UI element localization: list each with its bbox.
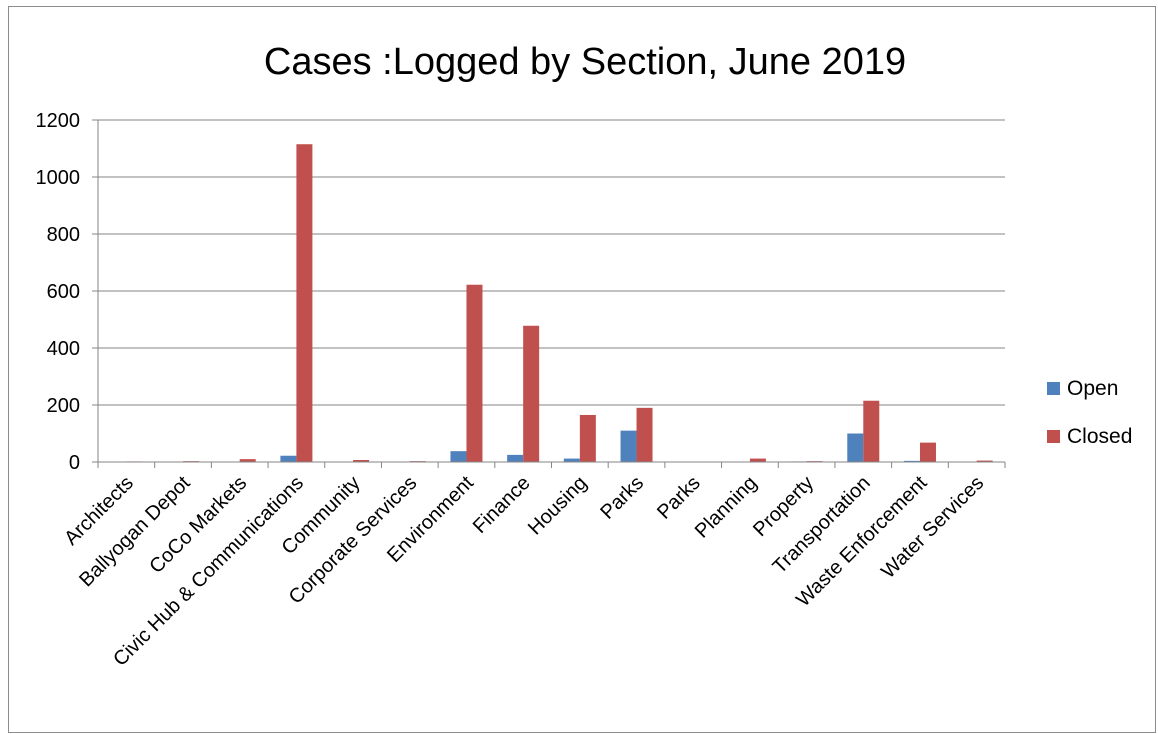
bar-open [620,430,637,462]
bar-closed [919,442,936,462]
y-tick-label: 0 [69,452,80,474]
chart-frame [8,6,1156,733]
bar-open [847,433,864,462]
bar-open [563,458,580,462]
legend-swatch-closed [1047,430,1060,443]
bar-open [507,454,524,462]
gridlines [98,119,1005,406]
y-axis-ticks: 0 200 400 600 800 1000 1200 [36,110,98,474]
x-tick-label: Parks [653,472,705,524]
x-tick-label: Finance [469,472,535,538]
bar-closed [636,407,653,462]
bar-open [903,460,920,462]
bar-closed [863,400,880,462]
x-tick-label: Housing [524,472,591,539]
x-tick-label: Planning [691,472,762,543]
legend: Open Closed [1047,377,1132,448]
bar-closed [579,414,596,462]
chart-title: Cases :Logged by Section, June 2019 [264,41,906,83]
y-tick-label: 400 [47,338,80,360]
legend-label-open: Open [1067,377,1118,400]
bar-closed [353,460,370,462]
bar-closed [239,459,256,462]
bar-closed [749,458,766,462]
y-tick-label: 200 [47,395,80,417]
bars [126,144,993,462]
bar-open [280,455,297,462]
y-tick-label: 600 [47,281,80,303]
y-tick-label: 1200 [36,110,81,132]
x-tick-label: CoCo Markets [145,472,251,578]
bar-closed [976,460,993,462]
bar-closed [523,325,540,462]
x-tick-label: Transportation [769,472,875,578]
x-tick-label: Parks [596,472,648,524]
y-tick-label: 800 [47,224,80,246]
y-tick-label: 1000 [36,167,81,189]
legend-label-closed: Closed [1067,425,1132,448]
bar-closed [296,144,313,462]
x-tick-label: Water Services [877,472,988,583]
bar-closed [466,284,483,462]
legend-swatch-open [1047,382,1060,395]
bar-open [450,451,467,462]
